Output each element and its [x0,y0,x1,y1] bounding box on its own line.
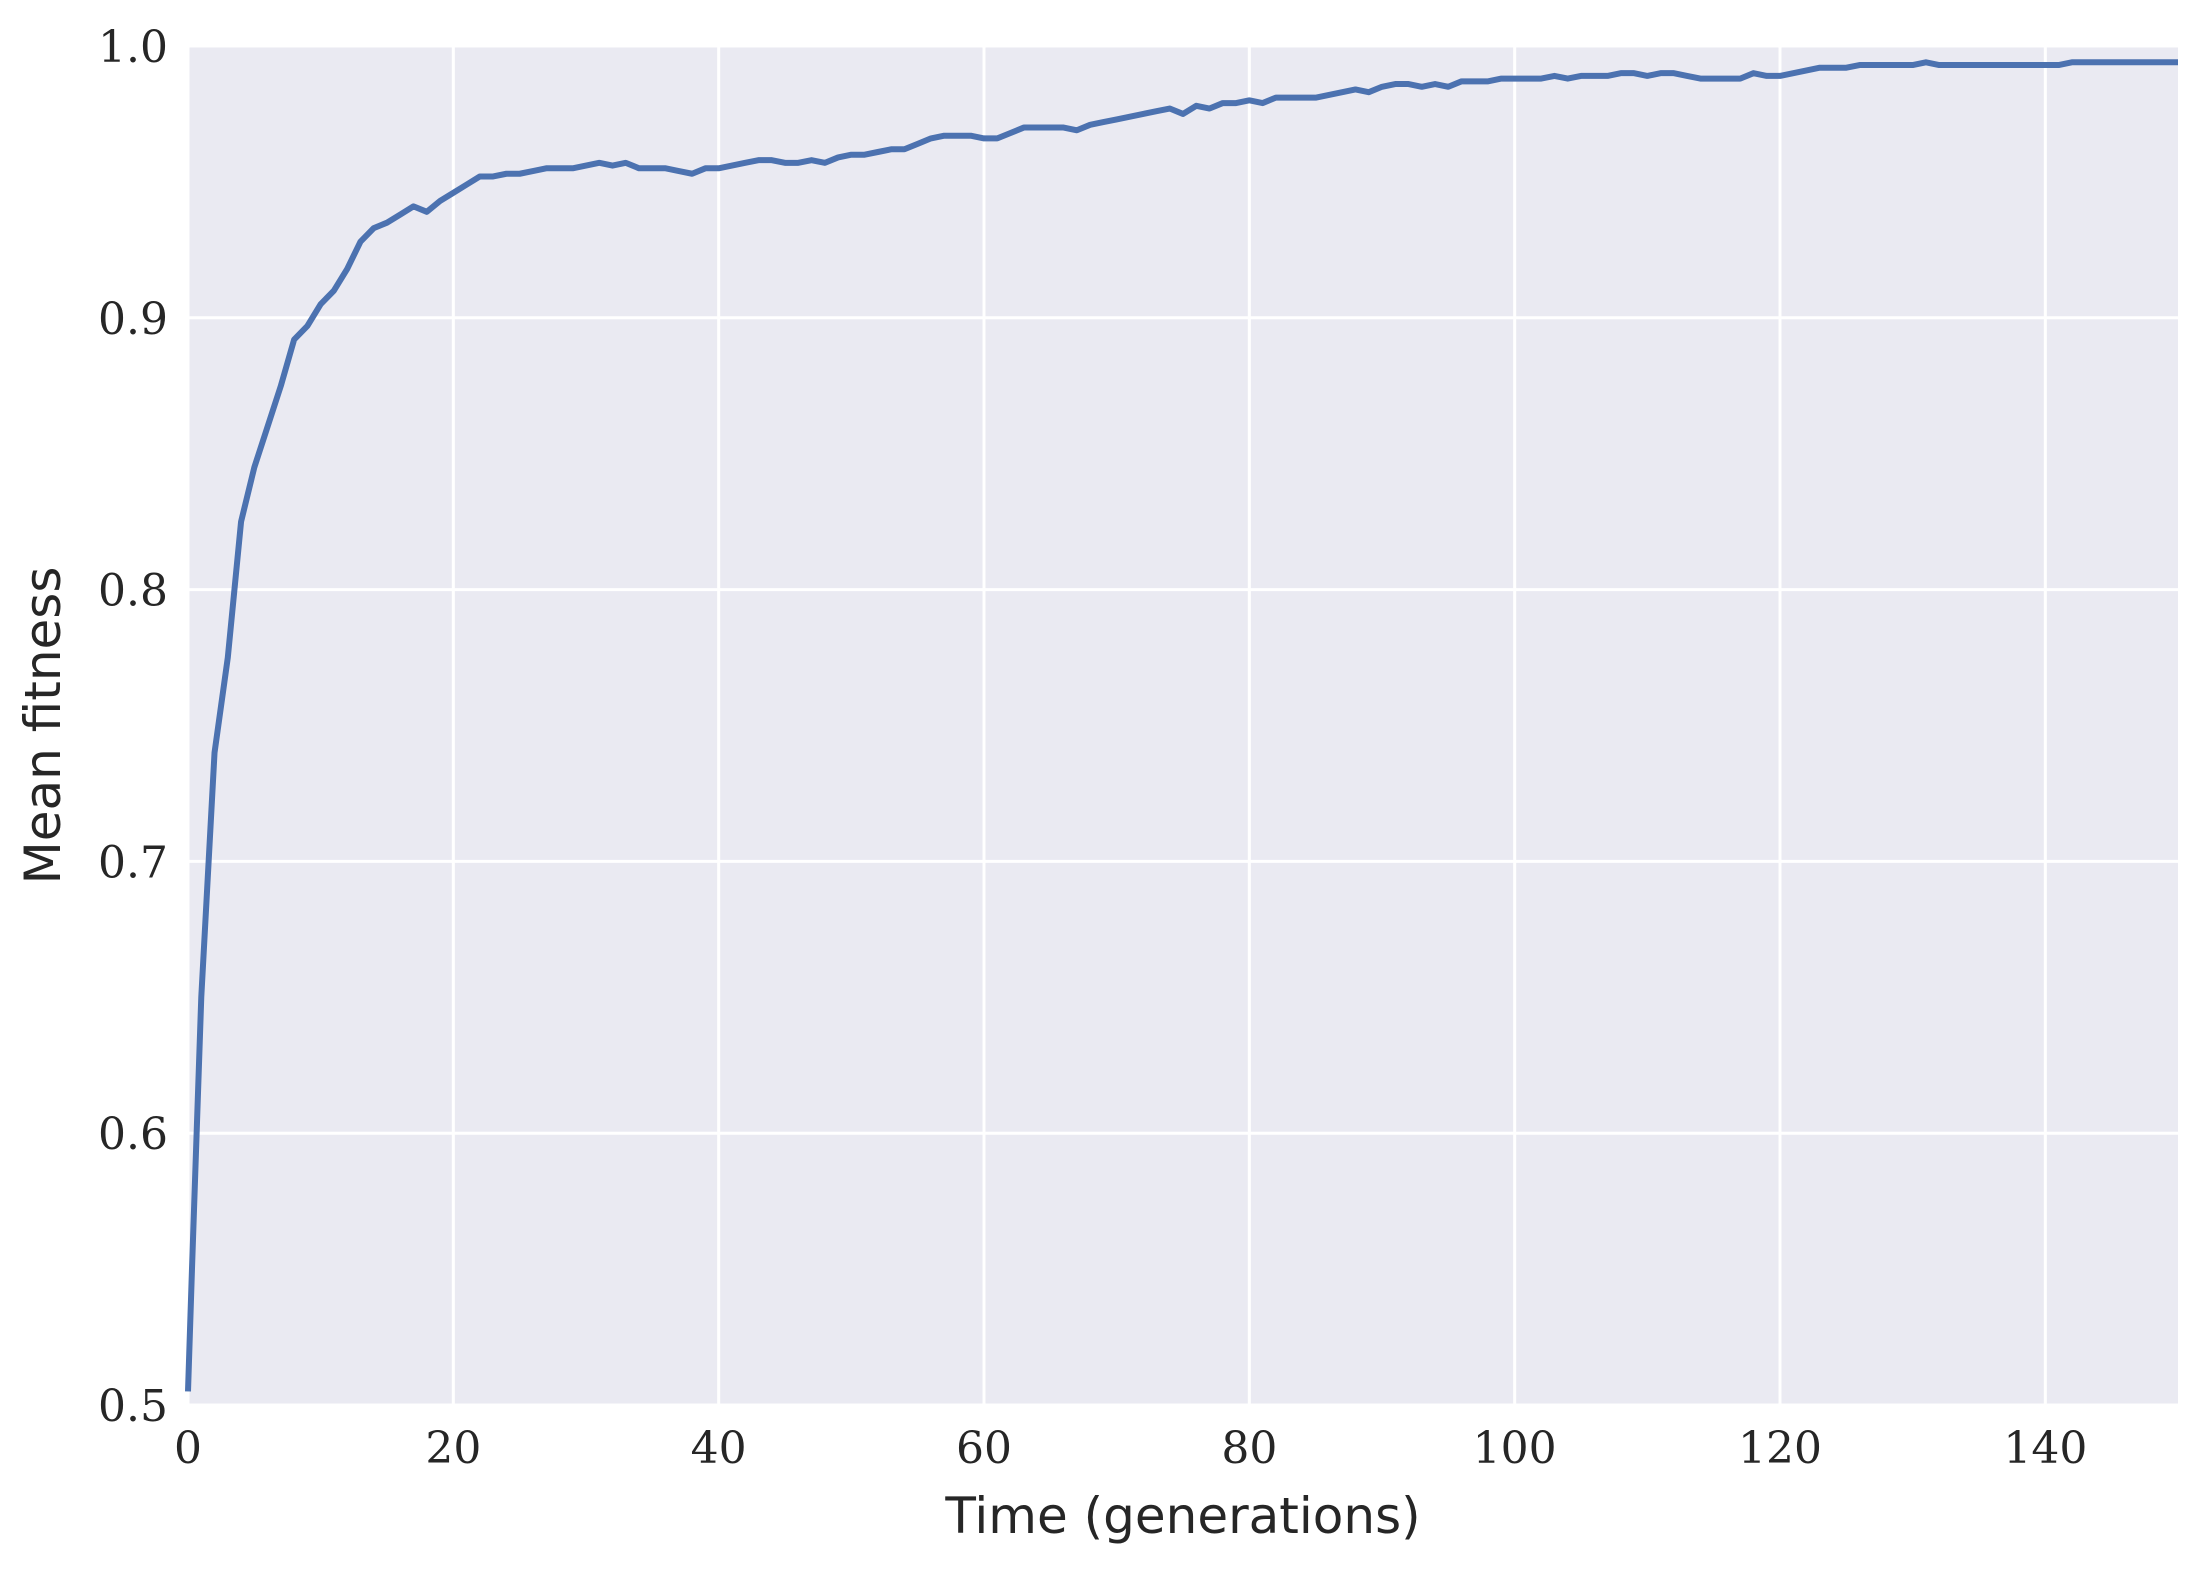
x-tick-label: 0 [174,1423,202,1474]
y-axis-label: Mean fitness [14,567,72,885]
x-tick-label: 80 [1221,1423,1277,1474]
y-gridlines [188,44,2178,1407]
y-tick-label: 0.6 [98,1109,168,1160]
y-tick-label: 0.8 [98,566,168,617]
plot-background [188,46,2178,1405]
x-gridlines [186,46,2047,1405]
y-tick-label: 0.5 [98,1381,168,1432]
x-tick-label: 120 [1738,1423,1822,1474]
x-tick-labels: 0 20 40 60 80 100 120 140 [174,1423,2087,1474]
x-tick-label: 60 [956,1423,1012,1474]
y-tick-label: 1.0 [98,22,168,73]
x-tick-label: 100 [1473,1423,1557,1474]
x-axis-label: Time (generations) [944,1487,1420,1545]
x-tick-label: 140 [2003,1423,2087,1474]
y-tick-label: 0.9 [98,294,168,345]
series-line-mean-fitness [185,59,2178,1392]
x-tick-label: 20 [425,1423,481,1474]
y-tick-labels: 0.5 0.6 0.7 0.8 0.9 1.0 [98,22,168,1432]
y-tick-label: 0.7 [98,837,168,888]
x-tick-label: 40 [691,1423,747,1474]
